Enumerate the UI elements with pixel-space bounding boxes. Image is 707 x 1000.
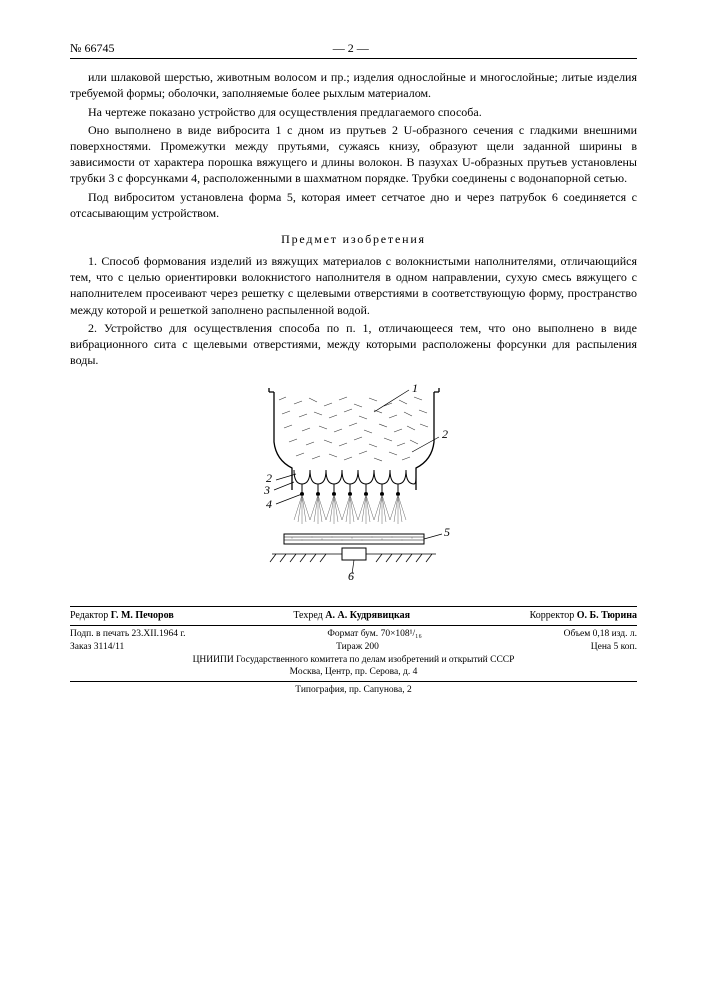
figure-label-3: 3 (263, 483, 270, 497)
volume: Объем 0,18 изд. л. (564, 628, 637, 641)
print-date: Подп. в печать 23.XII.1964 г. (70, 628, 186, 641)
figure-label-4: 4 (266, 497, 272, 511)
patent-figure: 1 2 2 3 4 5 6 (214, 382, 494, 582)
figure-label-5: 5 (444, 525, 450, 539)
claim: 2. Устройство для осуществления способа … (70, 320, 637, 369)
price: Цена 5 коп. (591, 641, 637, 654)
paragraph: Под виброситом установлена форма 5, кото… (70, 189, 637, 221)
credits-row: Редактор Г. М. Печоров Техред А. А. Кудр… (70, 606, 637, 625)
paragraph: Оно выполнено в виде вибросита 1 с дном … (70, 122, 637, 187)
page-number: — 2 — (333, 40, 369, 56)
publisher: ЦНИИПИ Государственного комитета по дела… (70, 654, 637, 667)
editor: Редактор Г. М. Печоров (70, 609, 174, 623)
order: Заказ 3114/11 (70, 641, 124, 654)
paragraph: На чертеже показано устройство для осуще… (70, 104, 637, 120)
figure-label-1: 1 (412, 382, 418, 395)
corrector: Корректор О. Б. Тюрина (530, 609, 637, 623)
format: Формат бум. 70×108¹/₁₆ (327, 628, 421, 641)
claim: 1. Способ формования изделий из вяжущих … (70, 253, 637, 318)
doc-number: № 66745 (70, 40, 114, 56)
page: № 66745 — 2 — или шлаковой шерстью, живо… (0, 0, 707, 1000)
figure-label-6: 6 (348, 569, 354, 582)
paragraph: или шлаковой шерстью, животным волосом и… (70, 69, 637, 101)
techred: Техред А. А. Кудрявицкая (293, 609, 410, 623)
page-header: № 66745 — 2 — (70, 40, 637, 59)
figure-label-2: 2 (442, 427, 448, 441)
print-meta: Подп. в печать 23.XII.1964 г. Формат бум… (70, 625, 637, 681)
address: Москва, Центр, пр. Серова, д. 4 (70, 666, 637, 679)
footer: Редактор Г. М. Печоров Техред А. А. Кудр… (70, 606, 637, 699)
section-title: Предмет изобретения (70, 231, 637, 247)
typography: Типография, пр. Сапунова, 2 (70, 681, 637, 699)
tiraz: Тираж 200 (336, 641, 379, 654)
